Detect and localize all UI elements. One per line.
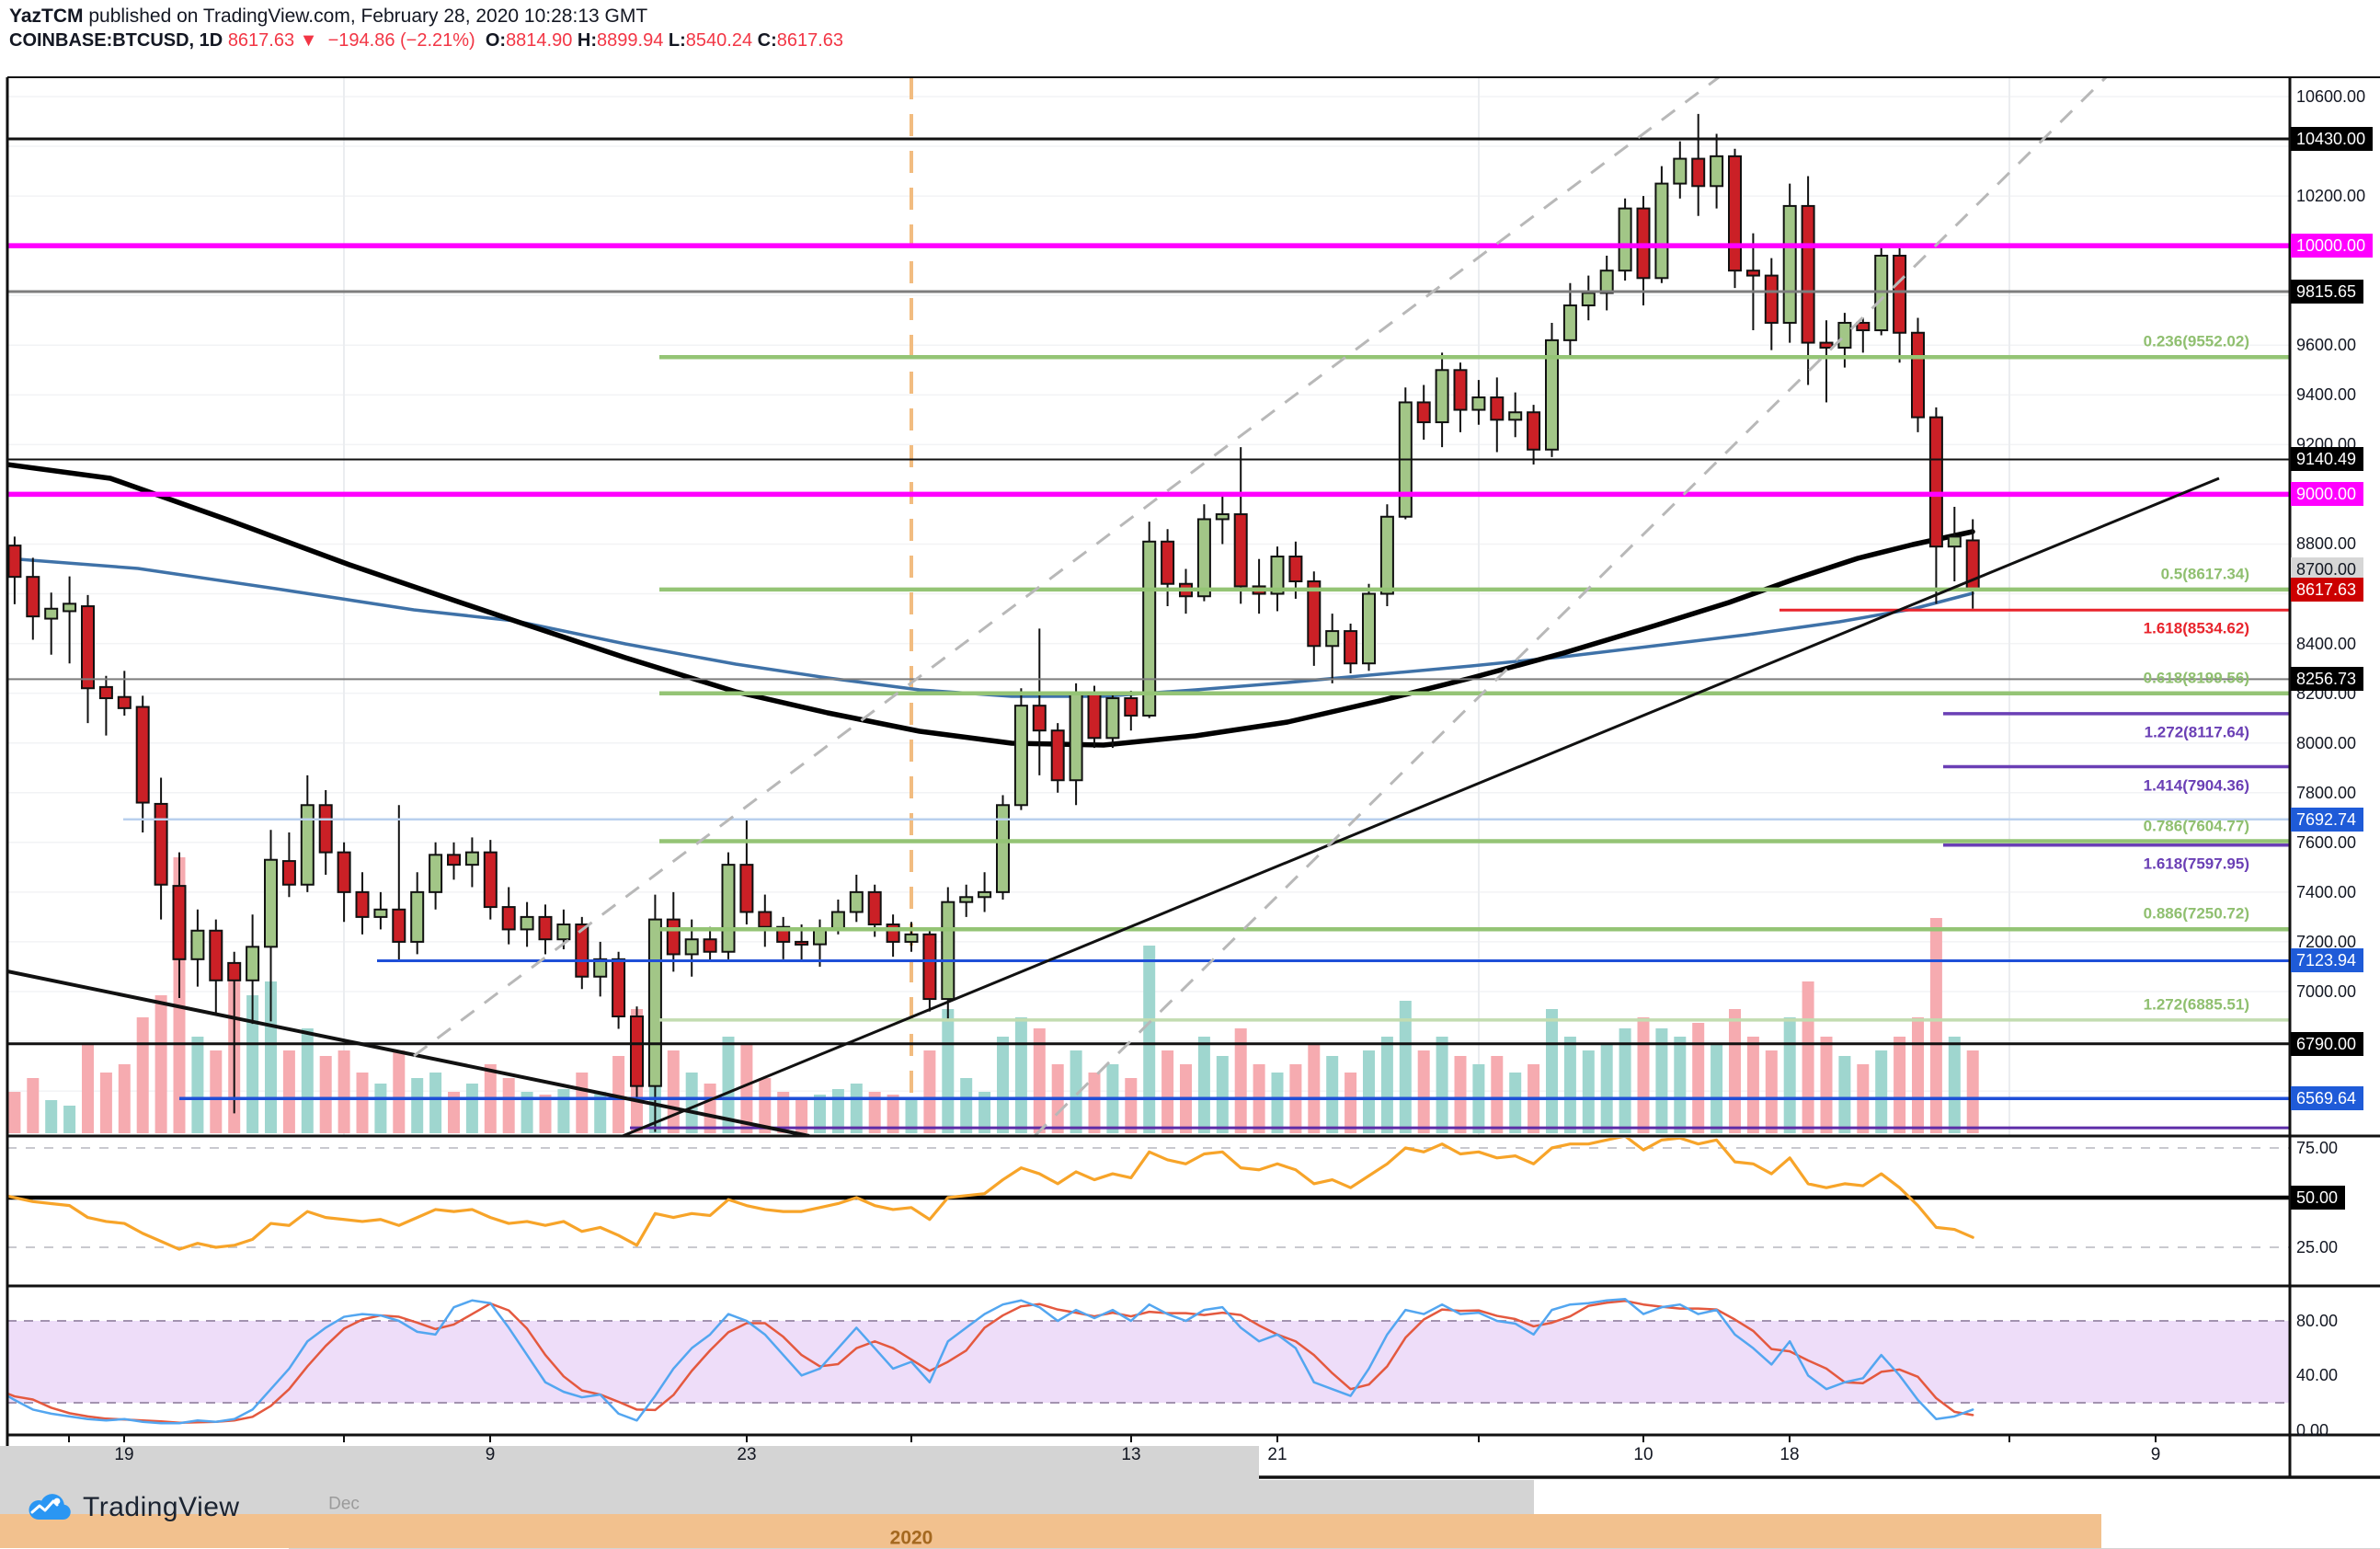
stoch-pane[interactable] (0, 1298, 2290, 1425)
price-axis-badge: 8617.63 (2291, 577, 2364, 602)
rsi-line (8, 1138, 1974, 1251)
price-axis-badge: 8700.00 (2291, 556, 2364, 581)
price-axis-badge: 9140.49 (2291, 447, 2364, 472)
last-price: 8617.63 (227, 30, 295, 51)
fib-level-label: 1.272(6885.51) (2143, 995, 2249, 1014)
price-axis-badge: 7692.74 (2291, 807, 2364, 832)
time-axis-label: 01 Nov '19 (0, 1446, 1259, 1480)
close-label: C: (757, 30, 777, 51)
ma-fast-line (8, 462, 1975, 748)
low-value: 8540.24 (685, 30, 753, 51)
trend-line (8, 970, 810, 1136)
tradingview-cloud-icon (29, 1494, 71, 1520)
time-axis-label: 18 (1779, 1445, 1800, 1464)
time-axis-label: 9 (2150, 1445, 2161, 1464)
fib-level-label: 1.414(7904.36) (2143, 776, 2249, 795)
price-axis-badge: 7123.94 (2291, 948, 2364, 973)
price-axis-badge: 6569.64 (2291, 1086, 2364, 1111)
low-label: L: (668, 30, 686, 51)
stoch-d-line (8, 1299, 1974, 1425)
price-pane[interactable] (0, 77, 2290, 1136)
down-arrow-icon: ▼ (299, 30, 318, 51)
price-axis-badge: 9000.00 (2291, 482, 2364, 507)
price-axis-badge: 10000.00 (2291, 234, 2374, 258)
stoch-k-line (8, 1298, 1974, 1425)
price-axis-label: 75.00 (2296, 1139, 2339, 1157)
price-axis-badge: 9815.65 (2291, 279, 2364, 304)
symbol-legend[interactable]: COINBASE:BTCUSD, 1D 8617.63 ▼ −194.86 (−… (9, 30, 843, 52)
time-axis-label: 21 (1267, 1445, 1287, 1464)
time-axis-label: 10 (1633, 1445, 1653, 1464)
time-axis-label: 202001 Jan '20 (0, 1514, 2101, 1548)
price-axis-label: 10600.00 (2296, 87, 2366, 106)
tradingview-logo[interactable]: TradingView (26, 1492, 240, 1523)
open-label: O: (485, 30, 507, 51)
tradingview-brand-text: TradingView (83, 1492, 240, 1522)
fib-level-label: 0.236(9552.02) (2143, 332, 2249, 350)
price-axis-badge: 6790.00 (2291, 1031, 2364, 1056)
price-axis-label: 8800.00 (2296, 534, 2357, 554)
fib-level-label: 1.618(7597.95) (2143, 855, 2249, 873)
horizontal-lines[interactable] (7, 137, 2290, 1130)
published-line: YazTCM published on TradingView.com, Feb… (9, 6, 647, 28)
price-axis-label: 7400.00 (2296, 882, 2357, 901)
price-axis-badge: 50.00 (2291, 1186, 2346, 1210)
price-axis-label: 8000.00 (2296, 733, 2357, 752)
trend-line (622, 476, 2220, 1136)
time-axis-label: 13 (1121, 1445, 1141, 1464)
price-axis-label: 7000.00 (2296, 981, 2357, 1001)
high-value: 8899.94 (597, 30, 664, 51)
high-label: H: (577, 30, 598, 51)
ma-slow-line (8, 556, 1974, 698)
trend-line (413, 77, 1720, 1058)
time-axis-label: 19 (114, 1445, 134, 1464)
price-axis-label: 9400.00 (2296, 385, 2357, 405)
published-text: published on TradingView.com, February 2… (83, 6, 648, 27)
symbol-name: COINBASE:BTCUSD, 1D (9, 30, 223, 51)
fib-level-label: 0.5(8617.34) (2160, 565, 2249, 583)
price-axis-label: 40.00 (2296, 1366, 2339, 1385)
fib-level-label: 0.786(7604.77) (2143, 817, 2249, 835)
candles (8, 113, 1980, 1132)
fib-level-label: 0.886(7250.72) (2143, 904, 2249, 923)
price-axis-badge: 10430.00 (2291, 126, 2374, 151)
price-axis-label: 80.00 (2296, 1312, 2339, 1330)
price-change: −194.86 (−2.21%) (327, 30, 475, 51)
price-axis-badge: 8256.73 (2291, 667, 2364, 692)
rsi-pane[interactable] (0, 1136, 2290, 1251)
price-axis-label: 10200.00 (2296, 187, 2366, 206)
fib-level-label: 1.618(8534.62) (2143, 619, 2249, 637)
time-axis-label: 9 (485, 1445, 496, 1464)
price-axis-label: 7800.00 (2296, 783, 2357, 802)
price-axis-label: 25.00 (2296, 1238, 2339, 1256)
price-axis-label: 7600.00 (2296, 832, 2357, 852)
author-name: YazTCM (9, 6, 84, 27)
trend-line (1033, 77, 2108, 1136)
price-axis-label: 8400.00 (2296, 634, 2357, 653)
chart-frame (6, 76, 2380, 1479)
close-value: 8617.63 (776, 30, 844, 51)
fib-level-label: 1.272(8117.64) (2144, 723, 2249, 741)
time-axis-label: Dec01 Dec '19 (0, 1480, 1534, 1514)
price-axis-label: 0.00 (2296, 1420, 2329, 1440)
price-axis-label: 7200.00 (2296, 932, 2357, 951)
open-value: 8814.90 (506, 30, 573, 51)
fib-level-label: 0.618(8199.56) (2143, 669, 2249, 687)
volume-bars (8, 857, 1979, 1133)
time-axis-label: 23 (737, 1445, 757, 1464)
price-axis-label: 9600.00 (2296, 336, 2357, 355)
